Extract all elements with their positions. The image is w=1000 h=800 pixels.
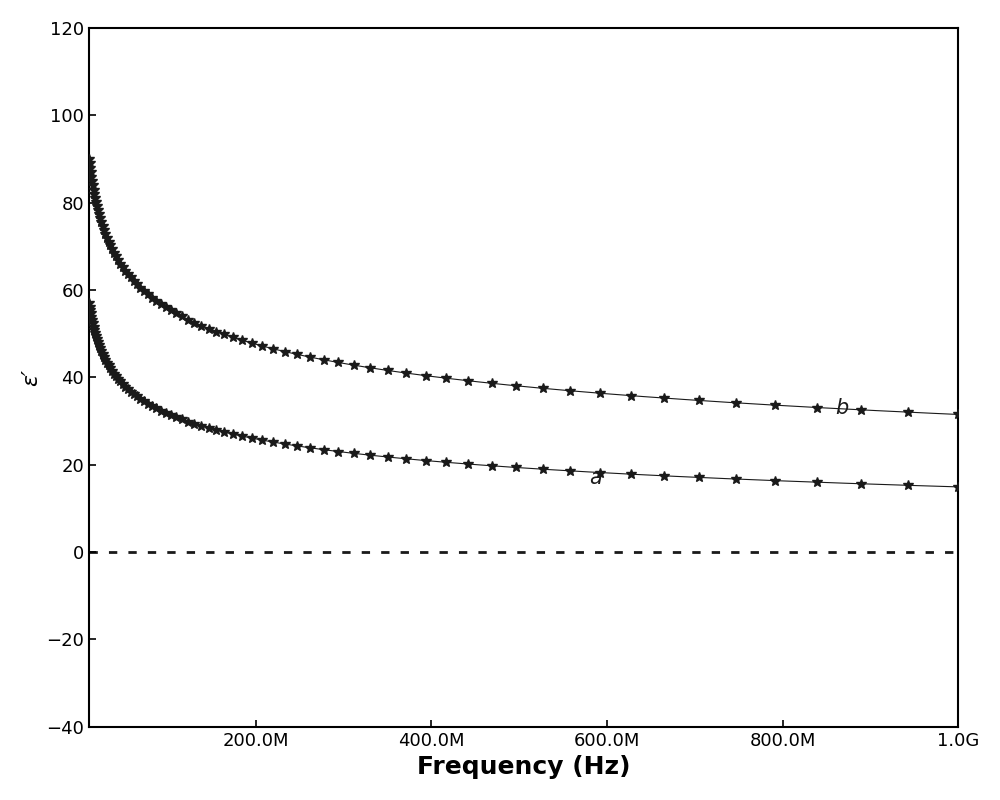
- Y-axis label: ε′: ε′: [21, 369, 41, 386]
- X-axis label: Frequency (Hz): Frequency (Hz): [417, 755, 630, 779]
- Text: b: b: [835, 398, 848, 418]
- Text: a: a: [589, 468, 602, 488]
